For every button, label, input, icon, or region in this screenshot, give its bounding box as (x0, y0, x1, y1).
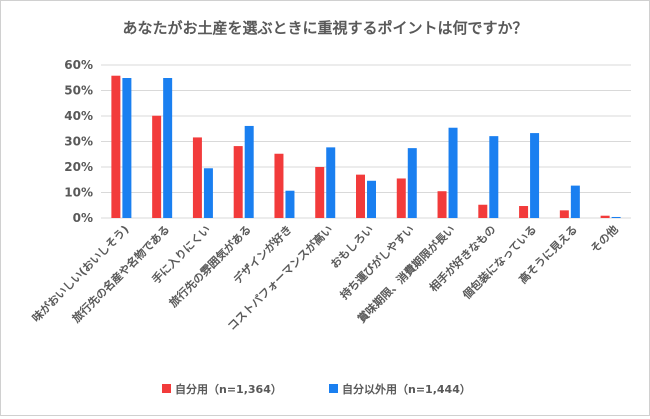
bar-self (152, 115, 162, 218)
x-category-label: 持ち運びがしやすい (337, 222, 417, 302)
bar-others (326, 147, 336, 218)
bar-self (192, 137, 202, 218)
bar-self (111, 75, 121, 219)
bar-others (244, 125, 254, 218)
y-tick-label: 60% (64, 58, 93, 72)
bar-self (478, 204, 488, 218)
legend-swatch (162, 384, 171, 393)
bar-self (274, 153, 284, 218)
x-category-label: その他 (588, 222, 621, 255)
legend-label: 自分以外用（n=1,444） (342, 382, 471, 396)
x-category-label: 個包装になっている (459, 222, 539, 302)
bar-self (396, 178, 406, 218)
bar-self (356, 174, 365, 218)
legend-swatch (329, 384, 338, 393)
y-tick-label: 10% (64, 186, 93, 200)
bar-others (407, 148, 417, 218)
bar-self (559, 210, 569, 218)
y-tick-label: 0% (73, 211, 93, 225)
y-tick-label: 30% (64, 135, 93, 149)
bar-others (611, 216, 621, 218)
legend-label: 自分用（n=1,364） (175, 382, 282, 396)
bar-others (530, 133, 540, 218)
bar-others (163, 78, 173, 218)
bar-self (600, 215, 610, 218)
x-category-label: 旅行先の雰囲気がある (166, 222, 254, 310)
bar-self (233, 146, 243, 218)
bar-self (437, 191, 447, 218)
bar-others (367, 180, 376, 218)
y-tick-label: 40% (64, 109, 93, 123)
bar-others (570, 185, 580, 218)
y-tick-label: 50% (64, 84, 93, 98)
bar-others (203, 168, 213, 218)
bar-others (122, 78, 132, 218)
bar-self (315, 167, 325, 218)
bar-self (519, 206, 529, 218)
bar-others (448, 127, 458, 218)
bar-others (489, 136, 499, 218)
chart-title: あなたがお土産を選ぶときに重視するポイントは何ですか？ (122, 19, 527, 37)
bar-others (285, 190, 295, 218)
y-tick-label: 20% (64, 160, 93, 174)
